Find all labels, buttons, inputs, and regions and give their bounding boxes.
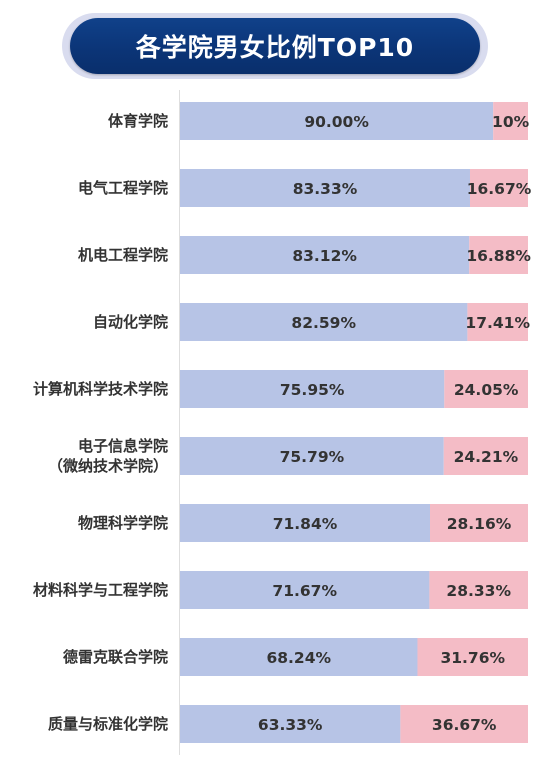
data-label-female: 17.41% [465, 314, 530, 332]
bar-segment-female [467, 303, 528, 341]
title-banner-body: 各学院男女比例TOP10 [70, 18, 480, 74]
data-label-female: 24.21% [454, 448, 519, 466]
data-label-male: 83.12% [292, 247, 357, 265]
data-label-female: 16.88% [466, 247, 531, 265]
bar-segment-female [430, 504, 528, 542]
data-label-female: 31.76% [440, 649, 505, 667]
chart-title: 各学院男女比例TOP10 [135, 33, 415, 62]
category-label: 质量与标准化学院 [48, 715, 168, 733]
data-label-female: 28.33% [446, 582, 511, 600]
category-label: 德雷克联合学院 [63, 648, 168, 666]
bar-segment-male [180, 638, 418, 676]
data-label-male: 83.33% [293, 180, 358, 198]
bar-segment-male [180, 303, 468, 341]
data-label-male: 68.24% [266, 649, 331, 667]
data-label-male: 71.67% [272, 582, 337, 600]
bar-segment-male [180, 571, 430, 609]
bar-segment-male [180, 102, 494, 140]
data-label-female: 36.67% [432, 716, 497, 734]
category-label: 体育学院 [108, 112, 168, 130]
data-label-male: 71.84% [273, 515, 338, 533]
category-label: 机电工程学院 [78, 246, 168, 264]
category-label: 电气工程学院 [78, 179, 168, 197]
data-label-male: 90.00% [304, 113, 369, 131]
bar-segment-male [180, 169, 470, 207]
bar-segment-male [180, 504, 431, 542]
category-label: 材料科学与工程学院 [33, 581, 168, 599]
bar-segment-male [180, 437, 444, 475]
bar-segment-female [469, 236, 528, 274]
bar-segment-female [469, 169, 528, 207]
title-banner: 各学院男女比例TOP10 [62, 13, 488, 79]
bar-segment-female [400, 705, 528, 743]
bar-segment-male [180, 370, 445, 408]
category-label: 电子信息学院（微纳技术学院） [48, 437, 168, 475]
data-label-female: 24.05% [454, 381, 519, 399]
bar-segment-female [429, 571, 528, 609]
bar-segment-female [493, 102, 528, 140]
category-label: 自动化学院 [93, 313, 168, 331]
data-label-male: 63.33% [258, 716, 323, 734]
category-label: 物理科学学院 [78, 514, 168, 532]
category-label: 计算机科学技术学院 [33, 380, 168, 398]
data-label-male: 75.79% [280, 448, 345, 466]
bar-segment-male [180, 236, 470, 274]
data-label-male: 82.59% [291, 314, 356, 332]
data-label-female: 28.16% [447, 515, 512, 533]
bar-segment-female [417, 638, 528, 676]
data-label-female: 16.67% [467, 180, 532, 198]
bar-segment-female [444, 370, 528, 408]
bar-segment-female [443, 437, 528, 475]
bar-segment-male [180, 705, 401, 743]
data-label-male: 75.95% [280, 381, 345, 399]
data-label-female: 10% [492, 113, 530, 131]
